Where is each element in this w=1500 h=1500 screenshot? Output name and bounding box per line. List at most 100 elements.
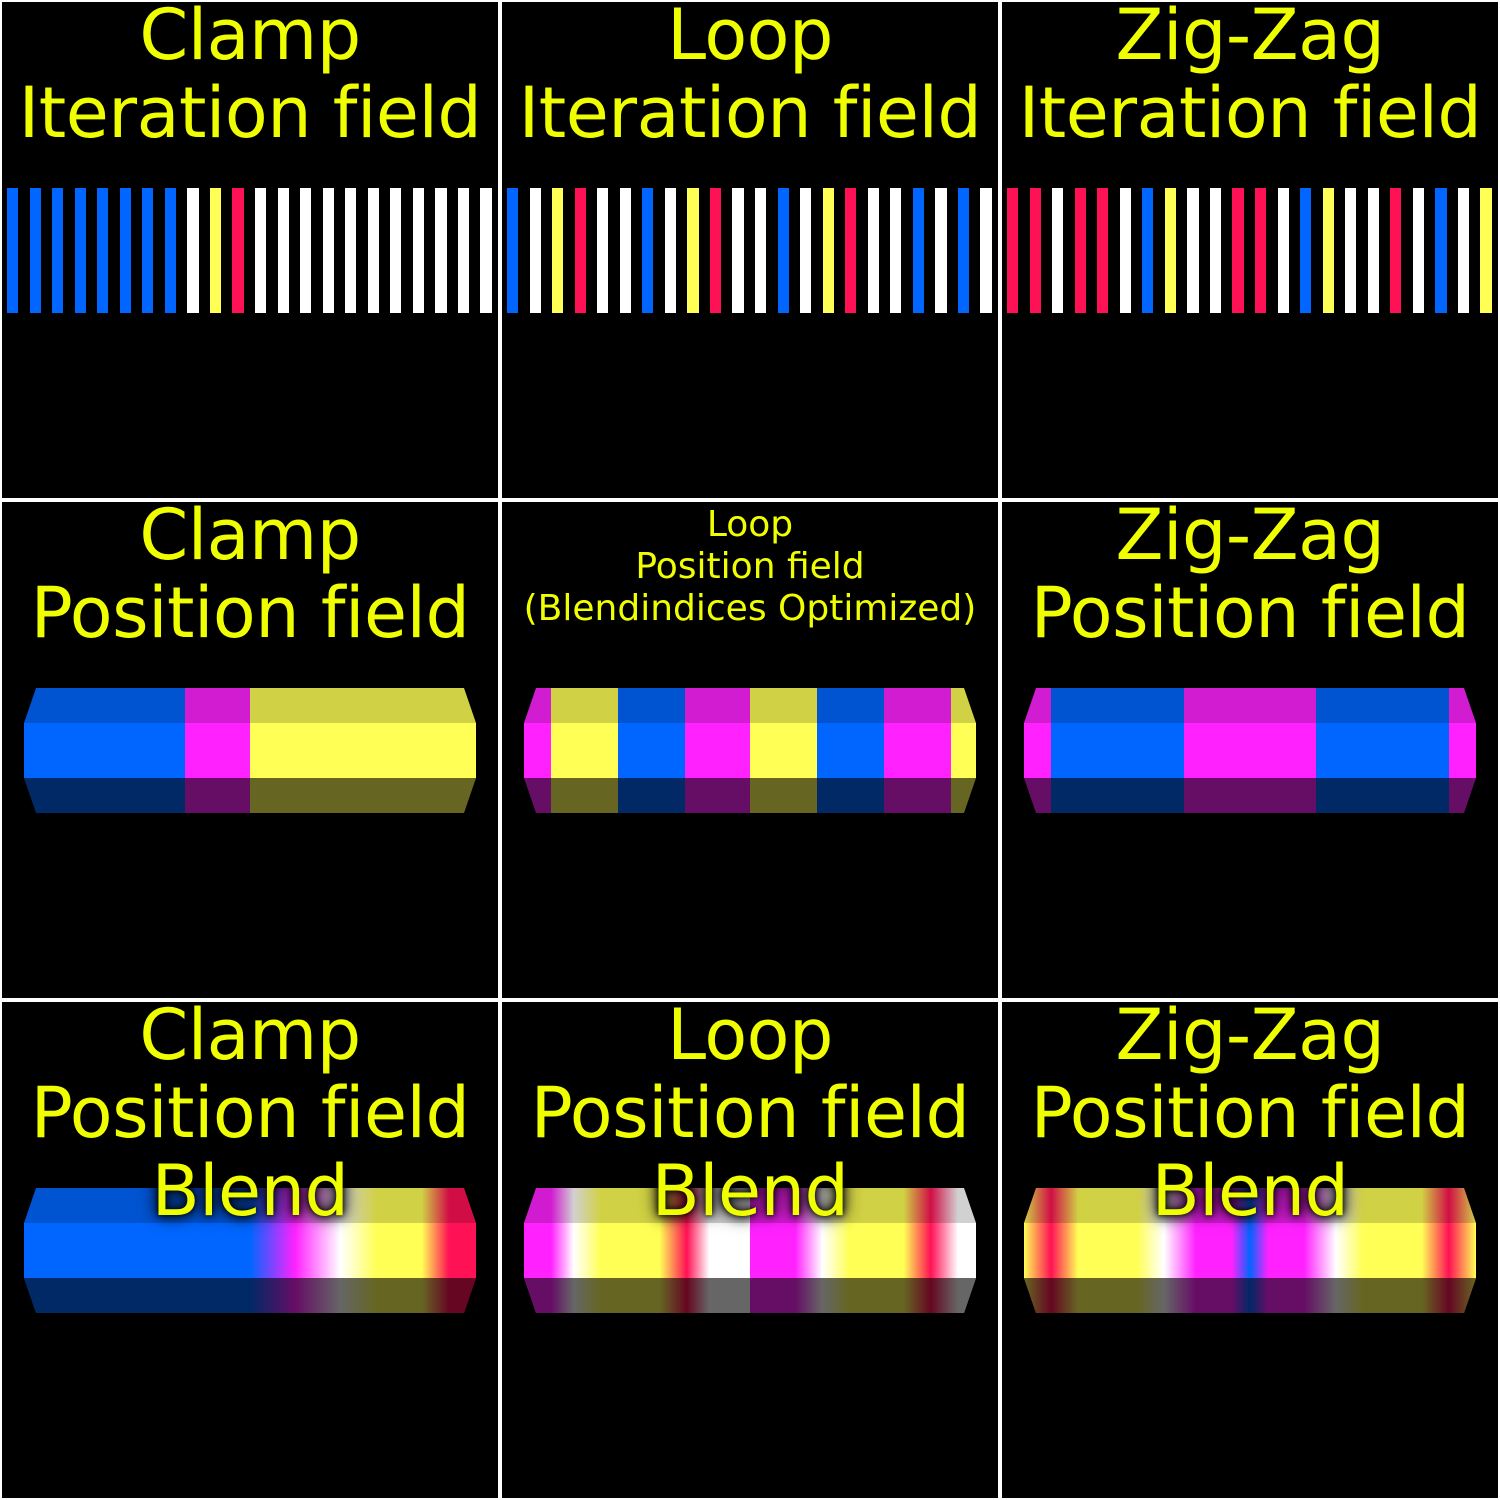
strip-bar [890, 188, 902, 313]
segment-middle [250, 723, 476, 778]
panel-title: Zig-Zag Iteration field [1002, 2, 1498, 152]
segment-bottom [250, 778, 476, 813]
strip-bar [574, 188, 586, 313]
blend-top-shade [524, 1188, 976, 1223]
strip-bar [187, 188, 199, 313]
segment-middle [24, 723, 186, 778]
segment-top [1024, 688, 1052, 723]
segment-bottom [950, 778, 976, 813]
panel-title: Clamp Position field [2, 502, 498, 652]
panel-zigzag-position: Zig-Zag Position field [1002, 502, 1498, 998]
segment-bottom [750, 778, 818, 813]
segment-bottom [24, 778, 186, 813]
panel-title-line: Clamp [139, 2, 361, 76]
panel-zigzag-iteration: Zig-Zag Iteration field [1002, 2, 1498, 498]
strip-bar [754, 188, 767, 313]
capsule-segment [1051, 688, 1185, 813]
capsule-segment [1024, 688, 1052, 813]
strip-bar [1074, 188, 1086, 313]
strip-bar [1390, 188, 1402, 313]
panel-clamp-blend: Clamp Position field Blend [2, 1002, 498, 1498]
panel-title: Loop Iteration field [502, 2, 998, 152]
strip-bar [664, 188, 677, 313]
iteration-strip [1002, 188, 1498, 313]
segment-bottom [185, 778, 251, 813]
strip-bar [1232, 188, 1244, 313]
panel-loop-blend: Loop Position field Blend [502, 1002, 998, 1498]
strip-bar [980, 188, 992, 313]
strip-bar [322, 188, 334, 313]
strip-bar [1435, 188, 1447, 313]
segment-top [185, 688, 251, 723]
capsule-segment [250, 688, 476, 813]
segment-top [1315, 688, 1450, 723]
segment-top [950, 688, 976, 723]
panel-title-line: Iteration field [518, 72, 982, 154]
strip-bar [345, 188, 357, 313]
capsule-segment [24, 688, 186, 813]
segment-top [684, 688, 751, 723]
strip-bar [1457, 188, 1470, 313]
segment-bottom [551, 778, 619, 813]
position-capsule [1024, 688, 1476, 813]
strip-bar [619, 188, 631, 313]
capsule-segment [883, 688, 952, 813]
strip-bar [1277, 188, 1289, 313]
panel-title-line: Clamp [139, 1002, 361, 1076]
segment-bottom [684, 778, 751, 813]
panel-title-line: Position field [635, 546, 865, 587]
blend-top-shade [24, 1188, 476, 1223]
segment-top [750, 688, 818, 723]
segment-middle [618, 723, 686, 778]
strip-bar [597, 188, 609, 313]
segment-top [816, 688, 885, 723]
blend-capsule [524, 1188, 976, 1313]
strip-bar [642, 188, 654, 313]
panel-title-line: Clamp [139, 502, 361, 576]
segment-middle [524, 723, 552, 778]
position-capsule [524, 688, 976, 813]
blend-capsule [24, 1188, 476, 1313]
panel-loop-iteration: Loop Iteration field [502, 2, 998, 498]
panel-title-line: Zig-Zag [1115, 2, 1385, 76]
segment-middle [1024, 723, 1052, 778]
segment-middle [551, 723, 619, 778]
panel-title: Loop Position field (Blendindices Optimize… [502, 504, 998, 630]
strip-bar [1142, 188, 1154, 313]
capsule-segment [816, 688, 885, 813]
strip-bar [1209, 188, 1222, 313]
segment-middle [185, 723, 251, 778]
strip-bar [367, 188, 379, 313]
strip-bar [209, 188, 222, 313]
panel-title-line: Iteration field [1018, 72, 1482, 154]
strip-bar [1322, 188, 1334, 313]
segment-bottom [1184, 778, 1317, 813]
panel-title: Zig-Zag Position field [1002, 502, 1498, 652]
capsule-segment [551, 688, 619, 813]
strip-bar [687, 188, 699, 313]
panel-title: Clamp Iteration field [2, 2, 498, 152]
blend-capsule [1024, 1188, 1476, 1313]
capsule-segment [618, 688, 686, 813]
segment-bottom [524, 778, 552, 813]
strip-bar [254, 188, 267, 313]
segment-top [524, 688, 552, 723]
panel-clamp-position: Clamp Position field [2, 502, 498, 998]
strip-bar [1119, 188, 1131, 313]
strip-bar [457, 188, 470, 313]
capsule-segment [1184, 688, 1317, 813]
strip-bar [800, 188, 812, 313]
segment-top [551, 688, 619, 723]
panel-title-line: Blend [1151, 1150, 1349, 1232]
segment-middle [1448, 723, 1476, 778]
strip-bar [142, 188, 154, 313]
segment-bottom [883, 778, 952, 813]
strip-bar [74, 188, 86, 313]
panel-title-line: Position field [1030, 1072, 1470, 1154]
strip-bar [506, 188, 519, 313]
strip-bar [6, 188, 19, 313]
segment-middle [1051, 723, 1185, 778]
position-capsule [24, 688, 476, 813]
capsule-segment [684, 688, 751, 813]
